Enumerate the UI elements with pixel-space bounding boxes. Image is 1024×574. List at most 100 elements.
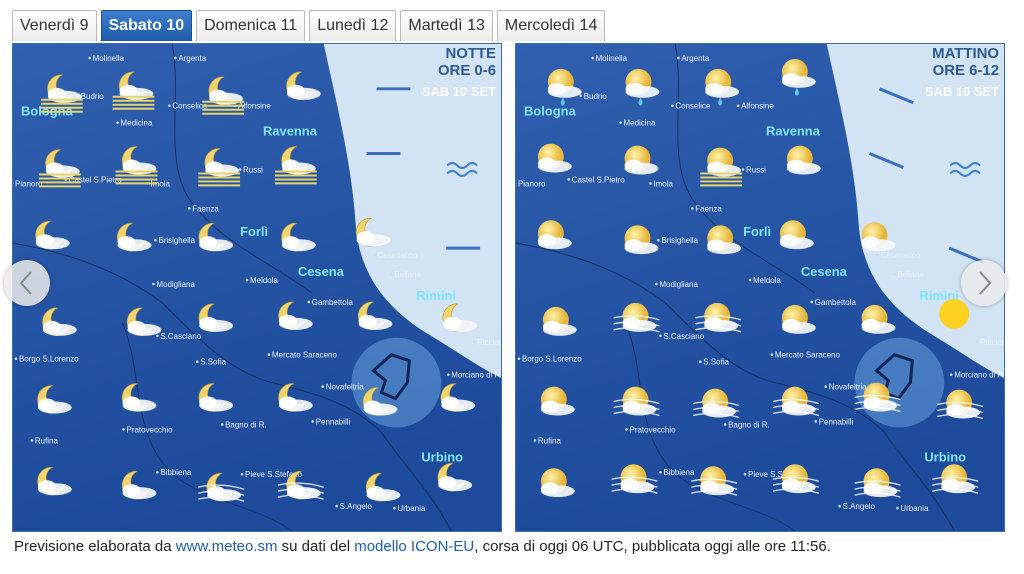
town-label: Mercato Saraceno [775,351,841,360]
wind-streak [854,394,901,401]
wind-streak [277,494,324,500]
town-dot [446,373,450,376]
wind-streak [693,400,740,407]
town-label: Brisighella [661,236,698,245]
city-label: Bologna [524,104,577,119]
wind-streak [613,327,660,333]
cloud [861,236,880,249]
wind-streak [613,410,660,417]
cloud [547,82,566,95]
town-label: Russi [243,165,263,174]
weather-icon [442,303,478,333]
weather-icon [781,304,816,334]
tab[interactable]: Mercoledì 14 [496,10,606,41]
town-label: Bagno di R. [225,420,267,429]
tab[interactable]: Lunedì 12 [309,10,397,41]
cloud [946,403,965,416]
weather-icon [695,302,742,333]
next-button[interactable] [961,260,1007,306]
town-dot [975,340,979,344]
town-dot [88,56,91,60]
town-label: Bibbiena [663,468,695,477]
town-dot [770,353,774,357]
cloud [863,396,882,409]
town-dot [736,104,740,108]
link[interactable]: www.meteo.sm [175,538,278,555]
town-dot [657,238,660,242]
town-label: Alfonsine [741,102,774,111]
town-label: Rufina [35,436,59,445]
town-dot [390,272,393,276]
cloud [199,396,218,409]
cloud [117,236,136,249]
border [516,242,955,531]
city-label: Urbino [421,449,463,464]
weather-icon [198,222,234,252]
weather-icon [355,217,391,247]
weather-icon [932,464,979,494]
link[interactable]: modello ICON-EU [354,538,475,555]
tab[interactable]: Venerdì 9 [12,10,97,41]
wind-streak [691,490,738,496]
prev-button[interactable] [4,260,50,306]
town-label: Conselice [675,102,710,111]
cloud [356,231,375,244]
period-label: MATTINO [932,45,999,62]
weather-icon [779,220,814,250]
weather-icon [40,74,83,113]
border [674,44,816,294]
weather-icon [772,464,819,494]
weather-icon [286,71,321,100]
san-marino [371,353,411,401]
rain-drop [718,97,723,106]
weather-icon [35,220,70,250]
weather-icon [537,143,572,173]
cloud [786,159,805,172]
weather-icon [705,68,740,106]
hours-label: ORE 0-6 [438,62,496,79]
cloud [863,482,882,495]
cloud [620,478,639,491]
town-label: Pennabilli [316,417,351,426]
weather-icon [700,147,743,187]
cloud [624,159,643,172]
wind-streak [693,412,740,419]
town-label: Molinella [596,54,628,63]
town-label: Pieve S.Stefano [245,470,303,479]
town-label: Urbania [900,504,928,513]
town-dot [579,94,583,98]
cloud [122,159,141,172]
cloud [700,480,719,493]
town-dot [810,300,814,304]
tab[interactable]: Domenica 11 [196,10,306,41]
town-label: Borgo S.Lorenzo [19,355,79,364]
town-label: Bellaria [394,270,421,279]
town-dot [814,420,818,423]
town-label: Urbania [397,504,425,513]
tab-active[interactable]: Sabato 10 [100,10,193,41]
weather-icon [786,145,821,175]
wind-arrow [868,152,904,169]
weather-icon [126,307,162,337]
day-tabs: Venerdì 9 Sabato 10 Domenica 11 Lunedì 1… [12,10,606,41]
town-dot [152,282,155,286]
border [625,322,796,531]
cloud [47,87,66,100]
town-label: Argenta [178,54,206,63]
weather-icon [542,306,577,336]
weather-icon [278,301,313,331]
cloud [781,478,800,491]
town-label: Castel S.Pietro [572,175,626,184]
weather-icon [198,303,234,333]
town-dot [14,357,18,361]
cloud [443,316,462,329]
town-label: Pennabilli [819,417,854,426]
tab[interactable]: Martedì 13 [400,10,493,41]
town-dot [741,168,745,171]
city-label: Ravenna [263,124,318,139]
town-dot [591,56,594,60]
town-dot [307,300,311,304]
cloud [622,400,641,413]
waves [446,162,478,177]
